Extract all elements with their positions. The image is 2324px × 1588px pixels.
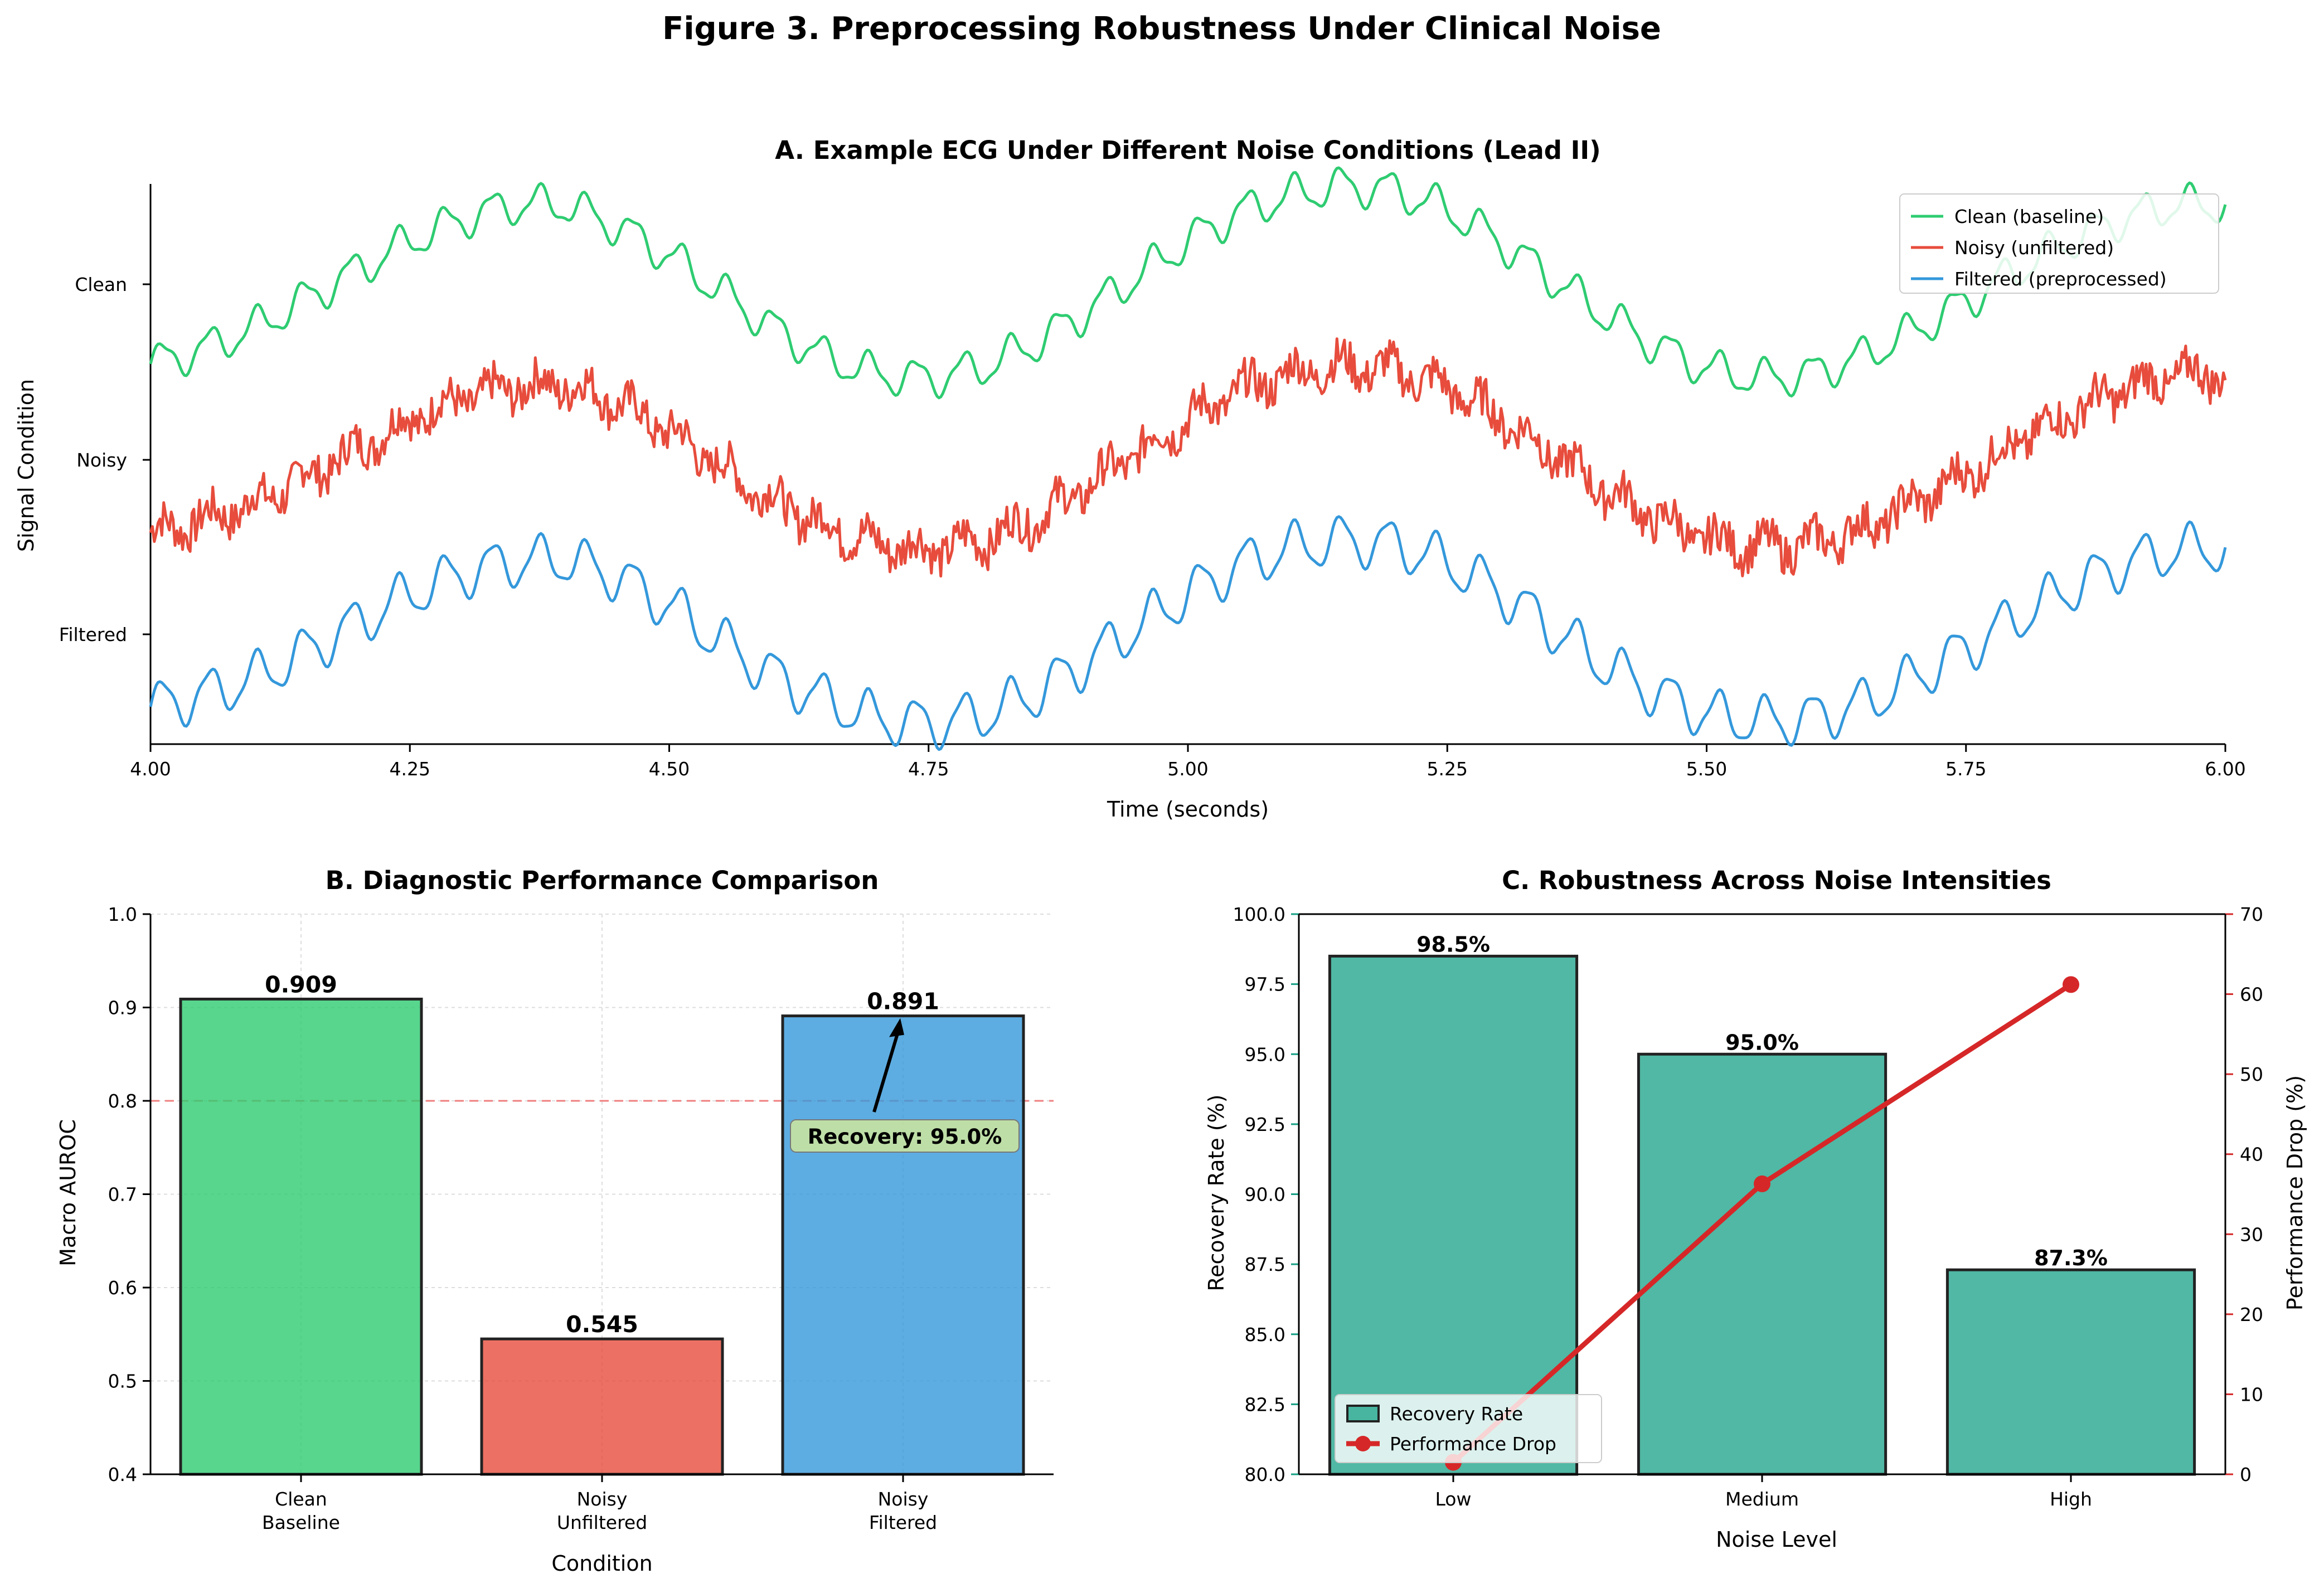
panel-c-legend-marker <box>1355 1436 1371 1451</box>
figure-title: Figure 3. Preprocessing Robustness Under… <box>662 11 1661 47</box>
panel-b-y-tick-label: 0.9 <box>108 997 137 1019</box>
panel-c-right-tick-label: 10 <box>2240 1383 2263 1405</box>
panel-c-left-tick-label: 92.5 <box>1245 1114 1285 1135</box>
panel-c-right-tick-label: 0 <box>2240 1464 2252 1485</box>
panel-b-value-label: 0.545 <box>566 1311 638 1338</box>
panel-c-right-tick-label: 60 <box>2240 984 2263 1006</box>
panel-c-category-label: Low <box>1435 1488 1472 1510</box>
panel-c-left-tick-label: 97.5 <box>1245 974 1285 995</box>
panel-b-value-label: 0.909 <box>265 971 337 998</box>
recovery-annotation-label: Recovery: 95.0% <box>808 1125 1002 1149</box>
panel-c-legend-label: Performance Drop <box>1390 1433 1556 1455</box>
performance-drop-point <box>2063 976 2079 993</box>
panel-b-category-label: Noisy <box>878 1488 929 1510</box>
panel-a-x-tick-label: 4.50 <box>649 758 690 780</box>
panel-b-category-label: Filtered <box>869 1512 937 1533</box>
panel-c-legend-label: Recovery Rate <box>1390 1403 1523 1425</box>
panel-c-title: C. Robustness Across Noise Intensities <box>1502 866 2051 895</box>
panel-b-ylabel: Macro AUROC <box>56 1119 80 1266</box>
panel-c-left-tick-label: 100.0 <box>1233 904 1285 925</box>
panel-a-x-tick-label: 5.25 <box>1427 758 1468 780</box>
panel-a-x-tick-label: 4.00 <box>130 758 171 780</box>
panel-a-legend-box <box>1899 193 2219 294</box>
panel-c-right-tick-label: 20 <box>2240 1304 2263 1325</box>
panel-c-left-tick-label: 80.0 <box>1245 1464 1285 1485</box>
panel-a-ecg-traces: A. Example ECG Under Different Noise Con… <box>14 135 2246 822</box>
panel-b-y-tick-label: 1.0 <box>108 904 137 925</box>
panel-b-category-label: Unfiltered <box>557 1512 647 1533</box>
recovery-arrow-head <box>889 1018 904 1037</box>
panel-c-plot: 80.0 82.5 85.0 87.5 90.0 92.5 95.0 97.5 100.0 0 10… <box>1233 904 2263 1510</box>
panel-b-y-tick-label: 0.5 <box>108 1371 137 1392</box>
panel-c-category-label: High <box>2050 1488 2092 1510</box>
panel-a-axes: 4.00 4.25 4.50 4.75 5.00 5.25 5.50 5.75 6.00 Clea… <box>59 184 2246 780</box>
panel-a-xlabel: Time (seconds) <box>1107 797 1269 822</box>
panel-a-x-tick-label: 5.75 <box>1945 758 1986 780</box>
panel-c-left-tick-label: 87.5 <box>1245 1254 1285 1275</box>
panel-c-right-tick-label: 70 <box>2240 904 2263 925</box>
panel-b-category-label: Baseline <box>262 1512 340 1533</box>
recovery-rate-value-label: 98.5% <box>1416 932 1490 956</box>
panel-b-category-label: Clean <box>275 1488 327 1510</box>
filtered-trace <box>149 515 2227 751</box>
panel-c-left-tick-label: 82.5 <box>1245 1393 1285 1415</box>
panel-b-xlabel: Condition <box>551 1551 652 1576</box>
panel-c-xlabel: Noise Level <box>1716 1527 1837 1552</box>
panel-b-value-label: 0.891 <box>867 988 939 1015</box>
recovery-rate-bar <box>1945 1268 2196 1476</box>
panel-a-legend: Clean (baseline) Noisy (unfiltered) Filter… <box>1899 193 2219 294</box>
recovery-rate-value-label: 95.0% <box>1725 1030 1799 1055</box>
panel-c-left-tick-label: 90.0 <box>1245 1184 1285 1206</box>
panel-a-series <box>149 166 2227 751</box>
panel-c-ylabel-left: Recovery Rate (%) <box>1204 1094 1229 1291</box>
panel-a-legend-label: Filtered (preprocessed) <box>1954 268 2167 290</box>
panel-b-category-label: Noisy <box>577 1488 628 1510</box>
panel-a-x-tick-label: 5.00 <box>1167 758 1208 780</box>
panel-c-right-tick-label: 50 <box>2240 1063 2263 1085</box>
panel-a-y-tick-label: Noisy <box>76 449 127 471</box>
bar-noisy-filtered <box>781 1014 1025 1476</box>
recovery-arrow-shaft <box>872 1033 899 1113</box>
panel-c-right-tick-label: 30 <box>2240 1223 2263 1245</box>
panel-c-robustness: C. Robustness Across Noise Intensities N… <box>1204 866 2307 1552</box>
performance-drop-point <box>1754 1175 1770 1192</box>
bar-clean-baseline <box>179 997 423 1476</box>
panel-a-x-tick-label: 5.50 <box>1686 758 1727 780</box>
clean-trace <box>149 166 2227 400</box>
panel-c-left-tick-label: 85.0 <box>1245 1324 1285 1346</box>
panel-c-category-label: Medium <box>1725 1488 1799 1510</box>
panel-a-x-tick-label: 4.25 <box>390 758 430 780</box>
panel-a-x-tick-label: 4.75 <box>908 758 949 780</box>
panel-c-left-tick-label: 95.0 <box>1245 1043 1285 1065</box>
recovery-rate-bar <box>1637 1052 1888 1476</box>
panel-c-right-tick-label: 40 <box>2240 1144 2263 1165</box>
panel-c-ylabel-right: Performance Drop (%) <box>2283 1075 2307 1310</box>
panel-b-title: B. Diagnostic Performance Comparison <box>326 866 879 895</box>
panel-a-x-tick-label: 6.00 <box>2205 758 2245 780</box>
panel-a-y-tick-label: Filtered <box>59 624 127 645</box>
bar-noisy-unfiltered <box>480 1337 724 1476</box>
panel-c-legend-swatch <box>1346 1405 1380 1422</box>
noisy-trace <box>149 337 2227 578</box>
panel-b-y-tick-label: 0.7 <box>108 1184 137 1206</box>
panel-b-auroc-bars: B. Diagnostic Performance Comparison Con… <box>56 866 1054 1576</box>
recovery-annotation-box <box>790 1119 1020 1153</box>
panel-b-y-tick-label: 0.6 <box>108 1277 137 1299</box>
panel-a-ylabel: Signal Condition <box>14 379 38 552</box>
panel-b-y-tick-label: 0.8 <box>108 1090 137 1112</box>
panel-b-y-tick-label: 0.4 <box>108 1464 137 1485</box>
panel-c-legend-box <box>1335 1394 1602 1463</box>
panel-a-title: A. Example ECG Under Different Noise Con… <box>775 135 1600 165</box>
panel-a-legend-label: Clean (baseline) <box>1954 206 2104 227</box>
panel-a-legend-label: Noisy (unfiltered) <box>1954 237 2114 259</box>
recovery-rate-value-label: 87.3% <box>2034 1246 2108 1270</box>
panel-a-y-tick-label: Clean <box>75 274 127 295</box>
